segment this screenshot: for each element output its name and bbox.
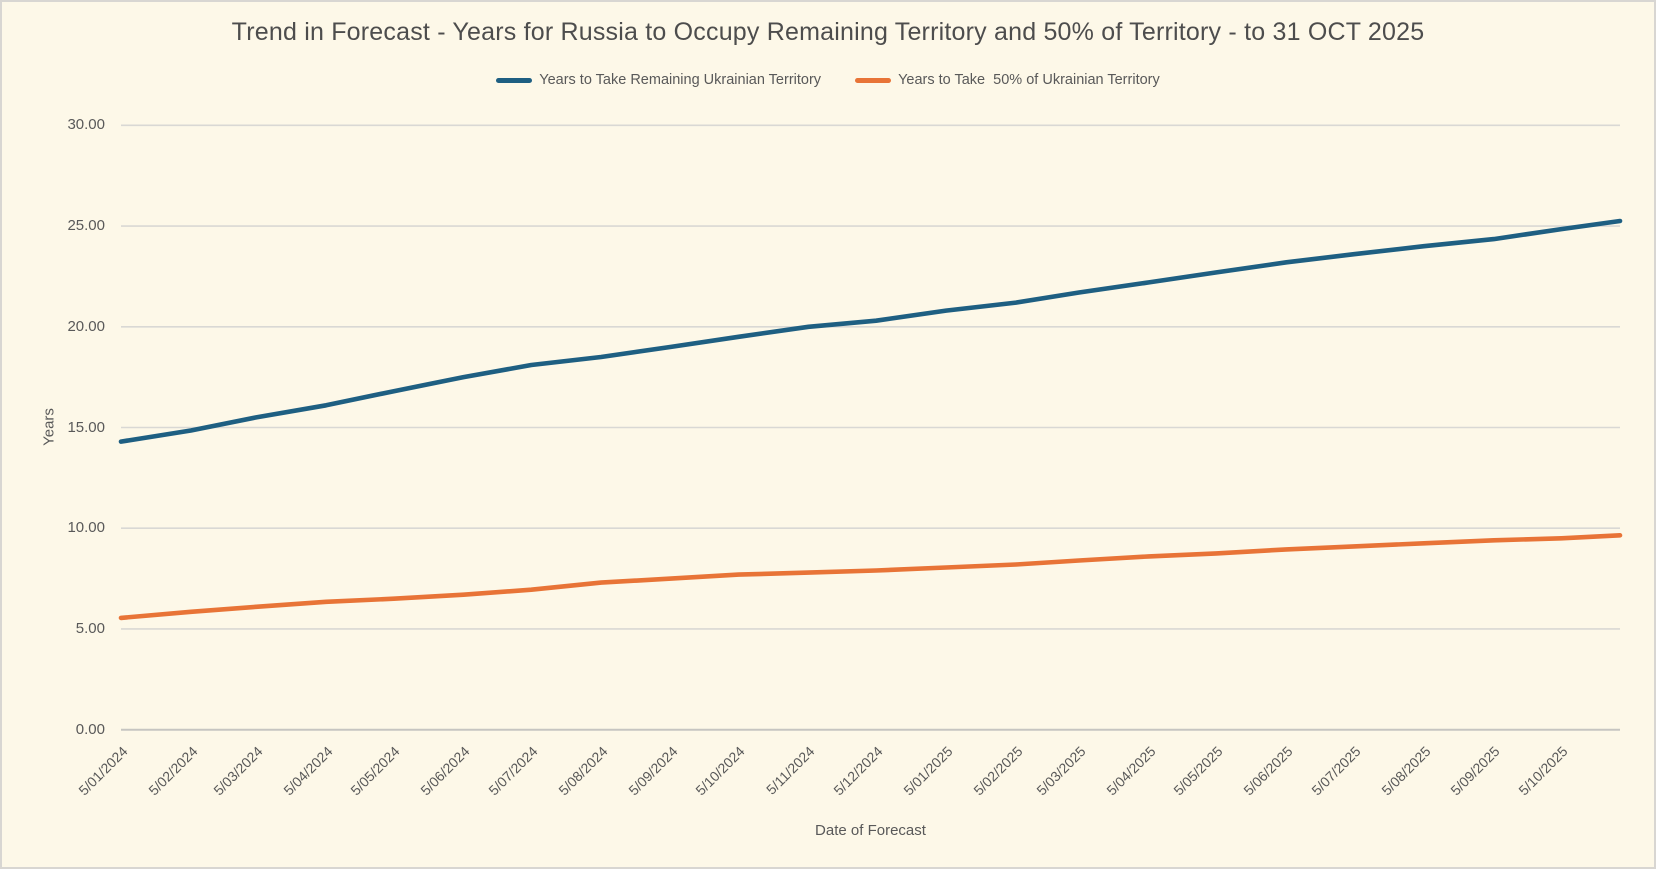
- y-tick-label: 20.00: [67, 317, 105, 335]
- legend-label: Years to Take 50% of Ukrainian Territory: [898, 72, 1160, 88]
- y-tick-label: 5.00: [75, 619, 105, 637]
- y-tick-label: 25.00: [67, 217, 105, 235]
- legend-label: Years to Take Remaining Ukrainian Territ…: [539, 72, 822, 88]
- y-tick-label: 10.00: [67, 519, 105, 537]
- legend-line-swatch-orange-icon: [855, 77, 892, 83]
- legend-item-remaining-territory: Years to Take Remaining Ukrainian Territ…: [496, 72, 821, 88]
- series-line-1: [118, 532, 1623, 621]
- chart-title: Trend in Forecast - Years for Russia to …: [231, 18, 1425, 46]
- legend-line-swatch-blue-icon: [496, 77, 533, 83]
- y-tick-label: 15.00: [67, 418, 105, 436]
- series-line-0: [118, 218, 1623, 444]
- legend-item-50pct-territory: Years to Take 50% of Ukrainian Territory: [855, 72, 1160, 88]
- y-tick-label: 30.00: [67, 116, 105, 134]
- y-tick-label: 0.00: [75, 720, 105, 738]
- x-axis-title: Date of Forecast: [815, 822, 926, 839]
- legend: Years to Take Remaining Ukrainian Territ…: [2, 72, 1654, 88]
